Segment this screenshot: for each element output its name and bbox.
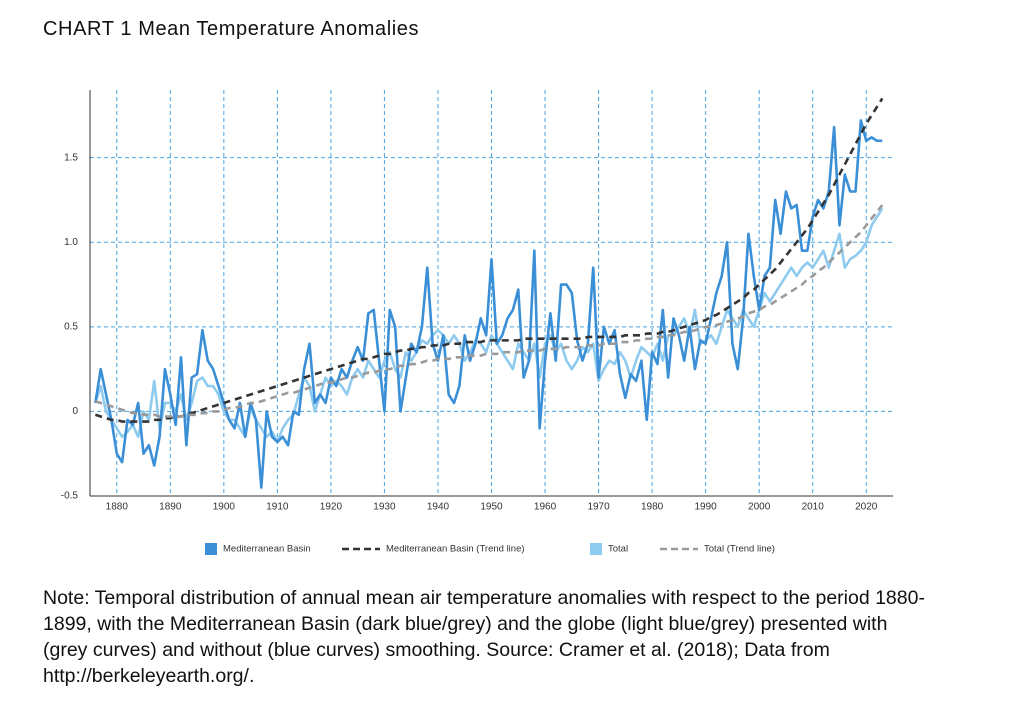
y-tick-label: 0	[72, 406, 78, 417]
x-tick-label: 2020	[855, 502, 878, 513]
legend-label: Total (Trend line)	[704, 544, 775, 555]
legend-label: Mediterranean Basin (Trend line)	[386, 544, 525, 555]
legend-swatch	[205, 543, 217, 555]
x-tick-label: 1990	[695, 502, 718, 513]
chart: -0.5 0 0.5 1.0 1.5 1880 1890 1900 1910 1920 1930 19…	[61, 90, 893, 555]
series-line	[94, 119, 883, 489]
series-line	[94, 97, 884, 423]
chart-title: CHART 1 Mean Temperature Anomalies	[43, 18, 420, 40]
note: Note: Temporal distribution of annual me…	[43, 587, 925, 687]
y-tick-label: -0.5	[61, 491, 79, 502]
x-tick-label: 2010	[802, 502, 825, 513]
y-tick-label: 1.0	[64, 237, 78, 248]
x-tick-label: 1890	[159, 502, 182, 513]
series-line	[94, 204, 884, 418]
x-tick-label: 1930	[373, 502, 396, 513]
x-tick-label: 1950	[480, 502, 503, 513]
legend-swatch	[590, 543, 602, 555]
legend-label: Mediterranean Basin	[223, 544, 311, 555]
legend-label: Total	[608, 544, 628, 555]
x-tick-label: 1960	[534, 502, 557, 513]
y-tick-label: 1.5	[64, 152, 78, 163]
x-tick-label: 1940	[427, 502, 450, 513]
x-tick-label: 1880	[106, 502, 129, 513]
x-tick-label: 1900	[213, 502, 236, 513]
x-tick-label: 1920	[320, 502, 343, 513]
x-tick-label: 1970	[587, 502, 610, 513]
y-tick-label: 0.5	[64, 321, 78, 332]
x-tick-label: 2000	[748, 502, 771, 513]
x-tick-label: 1910	[266, 502, 289, 513]
x-tick-label: 1980	[641, 502, 664, 513]
